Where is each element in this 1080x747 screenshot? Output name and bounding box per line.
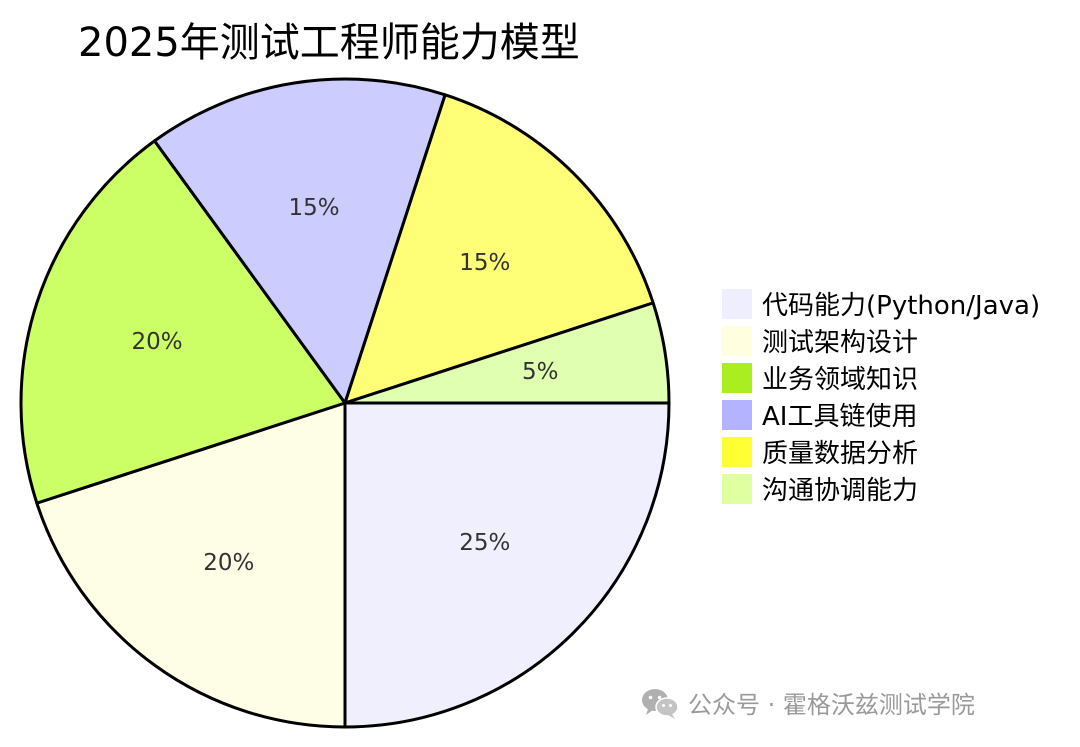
- legend-item: AI工具链使用: [722, 396, 1040, 433]
- slice-label: 20%: [203, 550, 254, 576]
- legend-swatch: [722, 436, 752, 467]
- legend-item: 沟通协调能力: [722, 470, 1040, 507]
- wechat-icon: [642, 688, 679, 719]
- legend-swatch: [722, 399, 752, 430]
- legend-swatch: [722, 473, 752, 504]
- legend-swatch: [722, 362, 752, 393]
- legend-label: 测试架构设计: [762, 328, 919, 358]
- legend-label: AI工具链使用: [762, 402, 918, 432]
- slice-label: 20%: [131, 329, 182, 355]
- watermark: 公众号 · 霍格沃兹测试学院: [640, 685, 975, 720]
- legend-label: 质量数据分析: [762, 439, 919, 469]
- legend-label: 沟通协调能力: [762, 476, 919, 506]
- watermark-text: 公众号 · 霍格沃兹测试学院: [688, 691, 975, 719]
- chart-title: 2025年测试工程师能力模型: [78, 20, 580, 66]
- legend-label: 代码能力(Python/Java): [762, 291, 1041, 321]
- slice-label: 15%: [459, 250, 510, 276]
- legend-item: 代码能力(Python/Java): [722, 285, 1040, 322]
- pie-slice: [343, 401, 671, 729]
- pie-slice: [343, 301, 671, 405]
- legend-swatch: [722, 325, 752, 356]
- legend-item: 业务领域知识: [722, 359, 1040, 396]
- legend-swatch: [722, 288, 752, 319]
- legend: 代码能力(Python/Java) 测试架构设计 业务领域知识 AI工具链使用 质量数据…: [722, 285, 1040, 507]
- legend-item: 测试架构设计: [722, 322, 1040, 359]
- slice-label: 15%: [289, 195, 340, 221]
- pie-slice: [153, 77, 447, 405]
- slice-label: 25%: [459, 530, 510, 556]
- pie-slice: [19, 139, 347, 505]
- slice-label: 5%: [522, 359, 559, 385]
- pie-slice: [343, 93, 655, 405]
- pie-slice: [35, 401, 347, 729]
- legend-label: 业务领域知识: [762, 365, 919, 395]
- legend-item: 质量数据分析: [722, 433, 1040, 470]
